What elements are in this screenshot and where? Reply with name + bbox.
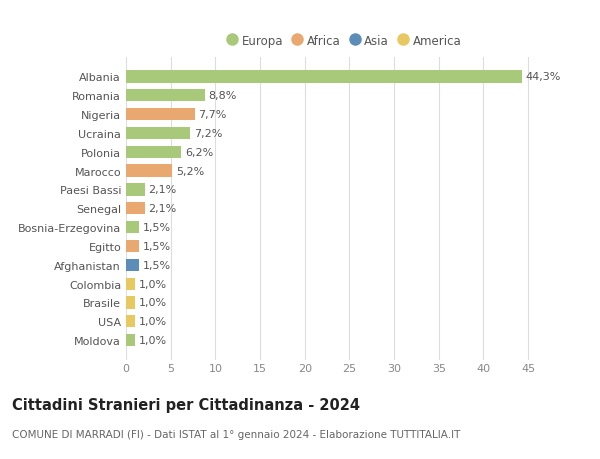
Text: 7,7%: 7,7%: [199, 110, 227, 120]
Bar: [126, 165, 172, 177]
Bar: [126, 109, 195, 121]
Bar: [126, 241, 139, 252]
Bar: [126, 315, 135, 328]
Text: 7,2%: 7,2%: [194, 129, 222, 139]
Text: 2,1%: 2,1%: [148, 185, 176, 195]
Text: 1,0%: 1,0%: [139, 317, 167, 327]
Text: 8,8%: 8,8%: [208, 91, 236, 101]
Bar: [126, 297, 135, 309]
Bar: [126, 146, 181, 158]
Text: 1,5%: 1,5%: [143, 223, 171, 233]
Bar: [126, 90, 205, 102]
Bar: [126, 184, 145, 196]
Text: 1,0%: 1,0%: [139, 279, 167, 289]
Bar: [126, 71, 522, 84]
Text: 1,5%: 1,5%: [143, 260, 171, 270]
Legend: Europa, Africa, Asia, America: Europa, Africa, Asia, America: [223, 30, 466, 52]
Text: Cittadini Stranieri per Cittadinanza - 2024: Cittadini Stranieri per Cittadinanza - 2…: [12, 397, 360, 412]
Text: 6,2%: 6,2%: [185, 147, 213, 157]
Bar: [126, 203, 145, 215]
Text: COMUNE DI MARRADI (FI) - Dati ISTAT al 1° gennaio 2024 - Elaborazione TUTTITALIA: COMUNE DI MARRADI (FI) - Dati ISTAT al 1…: [12, 429, 460, 439]
Text: 1,0%: 1,0%: [139, 336, 167, 346]
Text: 5,2%: 5,2%: [176, 166, 204, 176]
Bar: [126, 334, 135, 347]
Bar: [126, 278, 135, 290]
Bar: [126, 128, 190, 140]
Text: 44,3%: 44,3%: [526, 72, 561, 82]
Text: 2,1%: 2,1%: [148, 204, 176, 214]
Bar: [126, 259, 139, 271]
Text: 1,0%: 1,0%: [139, 298, 167, 308]
Text: 1,5%: 1,5%: [143, 241, 171, 252]
Bar: [126, 222, 139, 234]
